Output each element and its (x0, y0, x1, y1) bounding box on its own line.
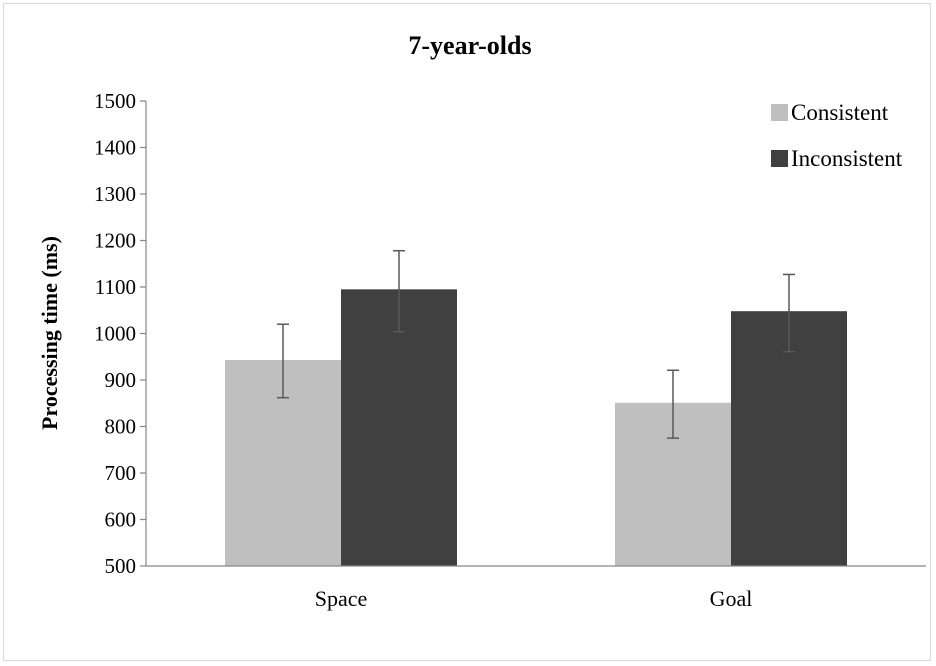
bar-inconsistent-space (341, 289, 457, 566)
chart-title: 7-year-olds (408, 31, 531, 60)
bars (225, 289, 847, 566)
legend: Consistent Inconsistent (771, 100, 903, 171)
y-axis-ticks: 500 600 700 800 900 1000 1100 1200 1300 1400 1500 (94, 89, 146, 578)
y-tick-label: 1400 (94, 136, 136, 160)
legend-label-consistent: Consistent (791, 100, 889, 125)
error-bars (277, 249, 795, 439)
x-tick-label: Goal (710, 586, 753, 611)
bar-inconsistent-goal (731, 311, 847, 566)
error-bar-inconsistent-space (393, 249, 405, 333)
y-tick-label: 900 (105, 368, 137, 392)
y-tick-label: 500 (105, 554, 137, 578)
y-tick-label: 1000 (94, 322, 136, 346)
legend-swatch-inconsistent (771, 150, 788, 167)
error-bar-consistent-space (277, 323, 289, 399)
error-bar-consistent-goal (667, 369, 679, 439)
x-axis-labels: Space Goal (315, 586, 753, 611)
y-axis-label: Processing time (ms) (37, 236, 62, 430)
y-tick-label: 700 (105, 461, 137, 485)
legend-swatch-consistent (771, 104, 788, 121)
y-tick-label: 1500 (94, 89, 136, 113)
x-tick-label: Space (315, 586, 368, 611)
y-tick-label: 1200 (94, 229, 136, 253)
y-tick-label: 1100 (95, 275, 136, 299)
y-tick-label: 800 (105, 415, 137, 439)
error-bar-inconsistent-goal (783, 273, 795, 353)
y-tick-label: 1300 (94, 182, 136, 206)
y-tick-label: 600 (105, 508, 137, 532)
legend-label-inconsistent: Inconsistent (791, 146, 903, 171)
